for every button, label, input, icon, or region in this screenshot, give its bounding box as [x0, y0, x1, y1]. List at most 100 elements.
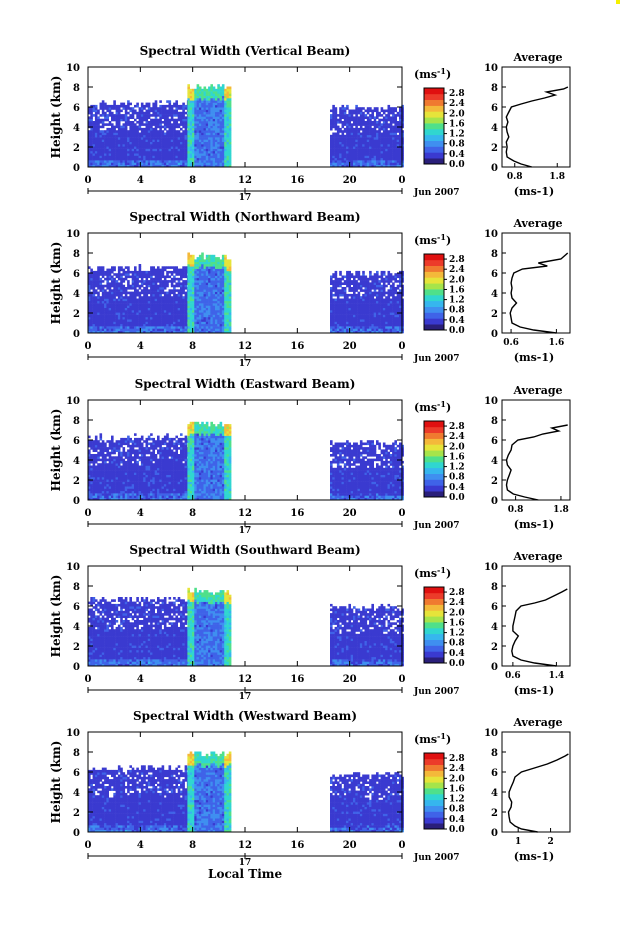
heatmap-cell — [102, 144, 105, 147]
heatmap-cell — [394, 137, 397, 140]
heatmap-cell — [206, 312, 209, 315]
heatmap-cell — [113, 269, 116, 272]
heatmap-cell — [342, 319, 345, 322]
heatmap-cell — [118, 128, 121, 131]
heatmap-cell — [369, 121, 372, 124]
heatmap-cell — [187, 287, 190, 290]
heatmap-cell — [97, 282, 100, 285]
heatmap-cell — [173, 160, 176, 163]
heatmap-cell — [213, 96, 216, 99]
heatmap-cell — [141, 153, 144, 156]
heatmap-cell — [100, 271, 103, 274]
heatmap-cell — [210, 119, 213, 122]
heatmap-cell — [155, 289, 158, 292]
heatmap-cell — [353, 322, 356, 325]
heatmap-cell — [224, 269, 227, 272]
heatmap-cell — [109, 308, 112, 311]
heatmap-cell — [217, 322, 220, 325]
heatmap-cell — [376, 135, 379, 138]
heatmap-cell — [199, 103, 202, 106]
heatmap-cell — [355, 317, 358, 320]
heatmap-cell — [342, 158, 345, 161]
heatmap-cell — [344, 139, 347, 142]
heatmap-cell — [120, 146, 123, 149]
heatmap-cell — [224, 278, 227, 281]
heatmap-cell — [348, 312, 351, 315]
heatmap-cell — [113, 292, 116, 295]
heatmap-cell — [383, 142, 386, 145]
heatmap-cell — [134, 135, 137, 138]
heatmap-cell — [388, 139, 391, 142]
heatmap-cell — [217, 305, 220, 308]
heatmap-cell — [123, 149, 126, 152]
heatmap-cell — [169, 271, 172, 274]
heatmap-cell — [213, 110, 216, 113]
heatmap-cell — [127, 119, 130, 122]
heatmap-cell — [90, 319, 93, 322]
heatmap-cell — [109, 317, 112, 320]
heatmap-cell — [220, 305, 223, 308]
heatmap-cell — [197, 269, 200, 272]
heatmap-cell — [210, 299, 213, 302]
heatmap-cell — [394, 142, 397, 145]
heatmap-cell — [227, 153, 230, 156]
heatmap-cell — [348, 119, 351, 122]
heatmap-cell — [134, 156, 137, 159]
heatmap-cell — [192, 324, 195, 327]
heatmap-cell — [194, 259, 197, 262]
heatmap-cell — [339, 273, 342, 276]
heatmap-cell — [187, 292, 190, 295]
heatmap-cell — [120, 269, 123, 272]
heatmap-cell — [187, 312, 190, 315]
heatmap-cell — [171, 289, 174, 292]
heatmap-cell — [348, 303, 351, 306]
heatmap-cell — [342, 160, 345, 163]
heatmap-cell — [335, 303, 338, 306]
heatmap-cell — [148, 322, 151, 325]
heatmap-cell — [123, 289, 126, 292]
heatmap-cell — [111, 153, 114, 156]
heatmap-cell — [213, 259, 216, 262]
heatmap-cell — [330, 296, 333, 299]
heatmap-cell — [175, 308, 178, 311]
heatmap-cell — [229, 289, 232, 292]
heatmap-cell — [143, 112, 146, 115]
heatmap-cell — [215, 282, 218, 285]
heatmap-cell — [166, 322, 169, 325]
heatmap-cell — [182, 135, 185, 138]
heatmap-cell — [93, 326, 96, 329]
heatmap-cell — [162, 133, 165, 136]
heatmap-cell — [175, 139, 178, 142]
heatmap-cell — [157, 266, 160, 269]
heatmap-cell — [222, 255, 225, 258]
heatmap-cell — [204, 305, 207, 308]
heatmap-cell — [141, 280, 144, 283]
heatmap-cell — [367, 153, 370, 156]
heatmap-cell — [208, 91, 211, 94]
heatmap-cell — [197, 158, 200, 161]
heatmap-cell — [152, 308, 155, 311]
heatmap-cell — [152, 319, 155, 322]
heatmap-cell — [227, 139, 230, 142]
heatmap-cell — [229, 146, 232, 149]
heatmap-cell — [397, 128, 400, 131]
heatmap-cell — [95, 130, 98, 133]
heatmap-cell — [374, 142, 377, 145]
heatmap-cell — [220, 146, 223, 149]
heatmap-cell — [150, 119, 153, 122]
heatmap-cell — [127, 303, 130, 306]
heatmap-cell — [217, 262, 220, 265]
heatmap-cell — [355, 112, 358, 115]
heatmap-cell — [132, 310, 135, 313]
heatmap-cell — [224, 100, 227, 103]
heatmap-cell — [390, 126, 393, 129]
heatmap-cell — [348, 133, 351, 136]
heatmap-cell — [102, 126, 105, 129]
heatmap-cell — [132, 305, 135, 308]
heatmap-cell — [104, 139, 107, 142]
heatmap-cell — [197, 149, 200, 152]
heatmap-cell — [210, 84, 213, 87]
heatmap-cell — [346, 123, 349, 126]
heatmap-cell — [344, 289, 347, 292]
